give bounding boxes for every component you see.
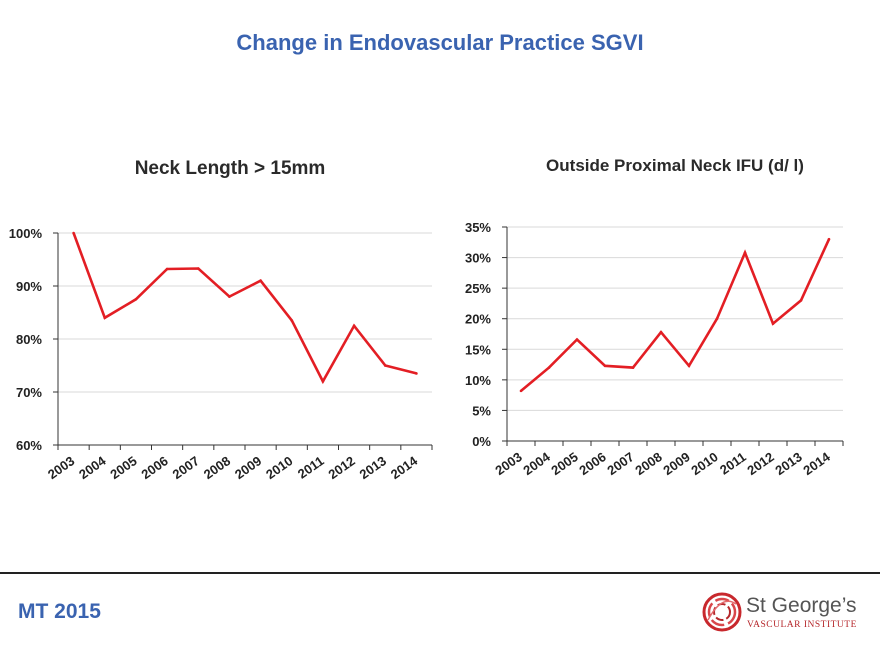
outside-ifu-data-point [575,338,579,341]
neck-length-ytick-label: 70% [16,385,42,400]
outside-ifu-xtick-label: 2013 [772,449,804,478]
outside-ifu-data-point [715,317,719,321]
neck-length-data-point [103,316,107,320]
neck-length-data-point [228,295,231,298]
neck-length-ytick-label: 90% [16,279,42,294]
outside-ifu-xtick-label: 2008 [632,449,664,478]
outside-ifu-ytick-label: 15% [465,342,491,357]
slide-title: Change in Endovascular Practice SGVI [236,30,644,55]
outside-ifu-ytick-label: 0% [472,434,491,449]
logo-subtitle: VASCULAR INSTITUTE [747,620,857,630]
neck-length-data-point [134,297,138,301]
neck-length-data-point [321,380,325,383]
neck-length-series-line [72,232,417,385]
outside-ifu-xtick-label: 2012 [744,449,776,478]
outside-ifu-data-point [687,364,691,368]
outside-ifu-ytick-label: 25% [465,281,491,296]
outside-ifu-series-line [520,238,831,392]
outside-ifu-xtick-label: 2009 [660,449,692,478]
footer-label: MT 2015 [18,600,101,623]
outside-ifu-data-point [771,322,775,325]
neck-length-ytick-label: 80% [16,332,42,347]
outside-ifu-data-point [743,251,747,254]
footer-divider [0,572,880,574]
neck-length-data-point [165,267,169,271]
outside-ifu-data-point [547,366,551,369]
outside-ifu-xtick-label: 2003 [492,449,524,478]
outside-ifu-xtick-label: 2011 [717,449,749,477]
neck-length-data-point [196,267,200,270]
neck-length-data-point [259,279,262,283]
neck-length-chart: 60%70%80%90%100%200320042005200620072008… [9,226,433,482]
outside-ifu-xtick-label: 2006 [576,449,608,478]
outside-ifu-ytick-label: 10% [465,373,491,388]
outside-ifu-data-point [519,389,523,393]
neck-length-data-point [352,324,356,328]
outside-ifu-data-point [827,237,831,241]
logo-mark-icon [702,592,742,632]
outside-ifu-ytick-label: 5% [472,403,491,418]
outside-ifu-data-point [799,299,803,302]
outside-ifu-xtick-label: 2007 [604,449,636,478]
neck-length-ytick-label: 100% [9,226,43,241]
chart-1-title: Neck Length > 15mm [134,158,326,179]
outside-ifu-xtick-label: 2004 [520,449,553,478]
outside-ifu-data-point [659,330,663,334]
neck-length-data-point [72,231,75,235]
outside-ifu-xtick-label: 2014 [800,449,833,478]
outside-ifu-chart: 0%5%10%15%20%25%30%35%200320042005200620… [465,220,844,478]
chart-2-title: Outside Proximal Neck IFU (d/ l) [546,156,804,175]
outside-ifu-ytick-label: 35% [465,220,491,235]
logo-name: St George’s [746,594,857,617]
outside-ifu-data-point [603,364,607,368]
outside-ifu-ytick-label: 20% [465,312,491,327]
outside-ifu-xtick-label: 2010 [688,449,720,478]
neck-length-data-point [415,372,418,375]
outside-ifu-data-point [631,366,635,369]
neck-length-ytick-label: 60% [16,438,42,453]
outside-ifu-xtick-label: 2005 [548,449,580,478]
neck-length-data-point [290,319,294,322]
neck-length-data-point [383,364,387,367]
institute-logo: St George’s VASCULAR INSTITUTE [700,590,870,638]
outside-ifu-ytick-label: 30% [465,251,491,266]
